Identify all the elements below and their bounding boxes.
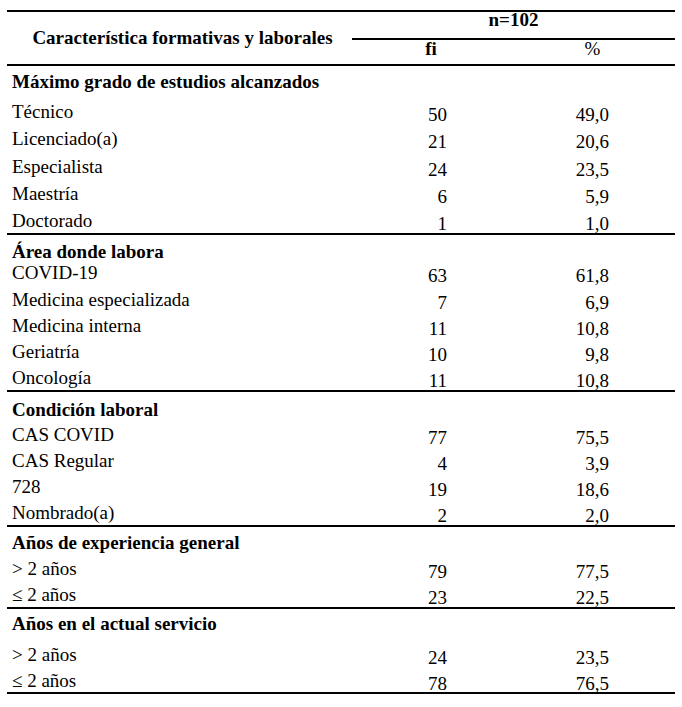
row-label: > 2 años: [7, 556, 352, 582]
header-stat-row: fi %: [352, 40, 675, 63]
row-percent-value: 10,8: [510, 316, 675, 342]
row-label: Técnico: [7, 98, 352, 125]
table-row: 7281918,6: [7, 473, 675, 499]
row-label: Nombrado(a): [7, 500, 352, 526]
table-section: Condición laboralCAS COVID7775,5CAS Regu…: [7, 392, 675, 526]
header-characteristic-label: Característica formativas y laborales: [7, 12, 352, 64]
row-fi-value: 4: [352, 451, 510, 477]
table-row: Técnico5049,0: [7, 97, 675, 124]
row-fi-value: 7: [352, 290, 510, 316]
table-body: Máximo grado de estudios alcanzadosTécni…: [7, 66, 675, 695]
row-fi-value: 6: [352, 183, 510, 210]
row-percent-value: 6,9: [510, 290, 675, 316]
table-section: Años de experiencia general> 2 años7977,…: [7, 527, 675, 609]
table-header: Característica formativas y laborales n=…: [7, 12, 675, 66]
table-row: COVID-196361,8: [7, 259, 675, 285]
row-label: Geriatría: [7, 339, 352, 365]
row-label: ≤ 2 años: [7, 668, 352, 694]
section-title: Condición laboral: [7, 392, 675, 420]
row-label: COVID-19: [7, 260, 352, 286]
row-fi-value: 24: [352, 645, 510, 671]
row-percent-value: 20,6: [510, 128, 675, 155]
table-row: Maestría65,9: [7, 179, 675, 206]
table-section: Máximo grado de estudios alcanzadosTécni…: [7, 66, 675, 236]
row-percent-value: 23,5: [510, 156, 675, 183]
row-label: CAS Regular: [7, 448, 352, 474]
row-percent-value: 18,6: [510, 477, 675, 503]
row-fi-value: 2: [352, 503, 510, 529]
row-label: Oncología: [7, 365, 352, 391]
row-percent-value: 3,9: [510, 451, 675, 477]
section-title: Años de experiencia general: [7, 527, 675, 555]
row-percent-value: 10,8: [510, 368, 675, 394]
table-row: ≤ 2 años2322,5: [7, 581, 675, 607]
row-percent-value: 22,5: [510, 585, 675, 611]
row-label: Medicina especializada: [7, 287, 352, 313]
table-row: Geriatría109,8: [7, 338, 675, 364]
table-row: Doctorado11,0: [7, 206, 675, 233]
row-fi-value: 1: [352, 210, 510, 237]
row-label: CAS COVID: [7, 422, 352, 448]
row-percent-value: 23,5: [510, 645, 675, 671]
row-percent-value: 2,0: [510, 503, 675, 529]
row-percent-value: 77,5: [510, 559, 675, 585]
row-fi-value: 63: [352, 263, 510, 289]
header-percent-label: %: [510, 40, 675, 63]
row-percent-value: 61,8: [510, 263, 675, 289]
table-section: Área donde laboraCOVID-196361,8Medicina …: [7, 235, 675, 392]
row-fi-value: 11: [352, 368, 510, 394]
table-row: > 2 años2423,5: [7, 641, 675, 667]
row-fi-value: 10: [352, 342, 510, 368]
row-label: Especialista: [7, 153, 352, 180]
row-label: 728: [7, 474, 352, 500]
table-section: Años en el actual servicio> 2 años2423,5…: [7, 609, 675, 694]
table-row: Oncología1110,8: [7, 364, 675, 390]
row-fi-value: 23: [352, 585, 510, 611]
row-fi-value: 21: [352, 128, 510, 155]
table-row: Nombrado(a)22,0: [7, 499, 675, 525]
table-row: Medicina especializada76,9: [7, 286, 675, 312]
row-percent-value: 75,5: [510, 425, 675, 451]
table-row: > 2 años7977,5: [7, 555, 675, 581]
section-title: Años en el actual servicio: [7, 609, 675, 641]
section-title: Máximo grado de estudios alcanzados: [7, 66, 675, 98]
row-fi-value: 24: [352, 156, 510, 183]
table-row: Medicina interna1110,8: [7, 312, 675, 338]
table-row: Especialista2423,5: [7, 152, 675, 179]
row-fi-value: 11: [352, 316, 510, 342]
row-percent-value: 5,9: [510, 183, 675, 210]
row-label: > 2 años: [7, 642, 352, 668]
header-n-label: n=102: [352, 12, 675, 40]
row-percent-value: 76,5: [510, 671, 675, 697]
row-label: ≤ 2 años: [7, 582, 352, 608]
header-n-group: n=102 fi %: [352, 12, 675, 64]
row-fi-value: 79: [352, 559, 510, 585]
row-fi-value: 78: [352, 671, 510, 697]
table-row: CAS Regular43,9: [7, 447, 675, 473]
table-row: ≤ 2 años7876,5: [7, 667, 675, 693]
table-row: Licenciado(a)2120,6: [7, 124, 675, 151]
row-label: Licenciado(a): [7, 125, 352, 152]
row-label: Maestría: [7, 180, 352, 207]
row-fi-value: 19: [352, 477, 510, 503]
row-label: Medicina interna: [7, 313, 352, 339]
characteristics-table: Característica formativas y laborales n=…: [7, 10, 675, 694]
row-percent-value: 1,0: [510, 210, 675, 237]
row-percent-value: 9,8: [510, 342, 675, 368]
table-row: CAS COVID7775,5: [7, 421, 675, 447]
row-percent-value: 49,0: [510, 101, 675, 128]
section-title: Área donde labora: [7, 235, 675, 259]
row-fi-value: 50: [352, 101, 510, 128]
row-label: Doctorado: [7, 207, 352, 234]
document-page: Característica formativas y laborales n=…: [0, 0, 682, 707]
header-fi-label: fi: [352, 40, 510, 63]
row-fi-value: 77: [352, 425, 510, 451]
